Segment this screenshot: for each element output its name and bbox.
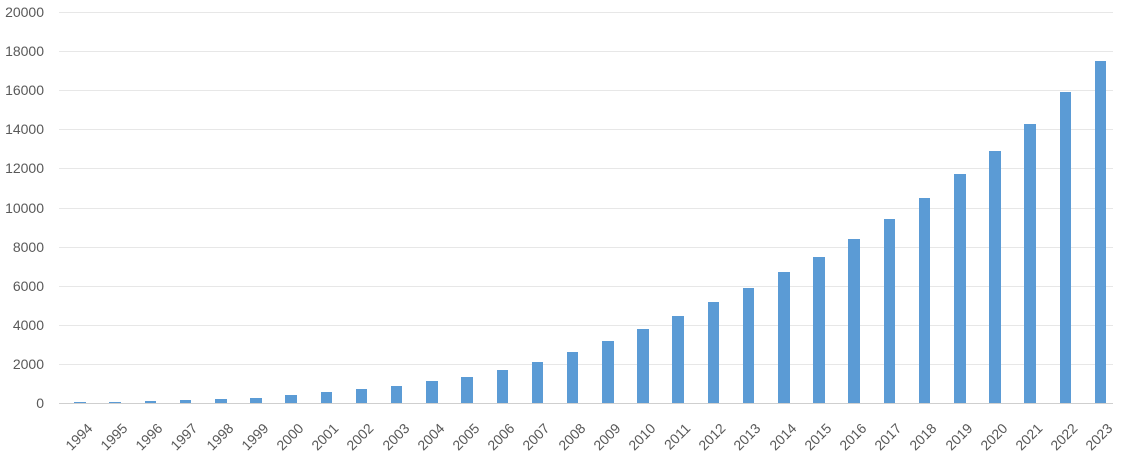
x-tick-label: 2013 — [730, 420, 764, 454]
y-tick-label: 16000 — [5, 82, 44, 99]
bar-1994 — [74, 402, 86, 403]
gridline — [59, 51, 1113, 53]
bar-2003 — [390, 385, 403, 403]
x-tick-label: 2016 — [836, 420, 870, 454]
x-tick-label: 2008 — [554, 420, 588, 454]
x-tick-label: 2006 — [484, 420, 518, 454]
bar-2023 — [1094, 60, 1107, 403]
x-tick-label: 2017 — [871, 420, 905, 454]
x-tick-label: 2014 — [765, 420, 800, 454]
gridline — [59, 168, 1113, 170]
y-tick-label: 8000 — [12, 238, 44, 255]
gridline — [59, 363, 1113, 365]
x-tick-label: 1996 — [132, 420, 166, 454]
bar-2012 — [707, 302, 720, 403]
bar-2018 — [918, 198, 931, 403]
gridline — [59, 207, 1113, 209]
x-tick-label: 2011 — [660, 420, 694, 453]
bar-2005 — [461, 376, 473, 403]
bar-2006 — [496, 370, 509, 403]
gridline — [59, 285, 1113, 287]
bar-2015 — [813, 256, 825, 403]
bar-2021 — [1024, 123, 1036, 403]
y-tick-label: 12000 — [5, 160, 44, 177]
x-tick-label: 2023 — [1082, 420, 1116, 454]
bar-1995 — [109, 401, 121, 403]
bar-2022 — [1059, 92, 1072, 403]
x-tick-label: 2012 — [695, 420, 729, 454]
gridline — [59, 12, 1113, 13]
bar-1999 — [250, 397, 262, 403]
x-tick-label: 2001 — [308, 420, 342, 454]
x-tick-label: 2000 — [273, 420, 307, 454]
x-tick-label: 1997 — [167, 420, 201, 454]
x-tick-label: 2015 — [800, 420, 835, 454]
x-tick-label: 2007 — [519, 420, 553, 454]
bar-2001 — [320, 392, 333, 403]
x-tick-label: 2022 — [1047, 420, 1081, 454]
bar-1998 — [215, 398, 227, 403]
bar-2008 — [566, 352, 579, 403]
x-tick-label: 2009 — [589, 420, 624, 454]
y-tick-label: 18000 — [5, 43, 44, 60]
y-tick-label: 2000 — [12, 355, 44, 372]
bar-2000 — [285, 395, 297, 403]
x-tick-label: 2021 — [1012, 420, 1046, 454]
x-axis-line — [59, 403, 1113, 404]
bar-2011 — [672, 315, 684, 403]
bar-2004 — [426, 381, 438, 403]
gridline — [59, 324, 1113, 326]
bar-2016 — [848, 238, 860, 403]
bar-2019 — [954, 174, 966, 403]
x-tick-label: 1999 — [237, 420, 272, 454]
bar-1997 — [179, 400, 192, 403]
x-tick-label: 2003 — [378, 420, 413, 454]
gridline — [59, 90, 1113, 92]
bar-2002 — [355, 389, 368, 403]
y-tick-label: 14000 — [5, 121, 44, 138]
x-tick-label: 2002 — [343, 420, 377, 454]
y-tick-label: 4000 — [12, 316, 44, 333]
x-tick-label: 2019 — [941, 420, 976, 454]
gridline — [59, 129, 1113, 131]
bar-2007 — [531, 361, 544, 403]
x-tick-label: 2004 — [413, 420, 448, 454]
x-tick-label: 2020 — [976, 420, 1011, 454]
y-tick-label: 0 — [36, 395, 44, 411]
x-tick-label: 2010 — [625, 420, 659, 454]
bar-2010 — [637, 329, 649, 403]
x-tick-label: 1995 — [97, 420, 131, 454]
bar-2020 — [989, 150, 1001, 403]
bar-2013 — [742, 288, 755, 403]
x-tick-label: 1998 — [202, 420, 237, 454]
x-tick-label: 2005 — [449, 420, 483, 454]
bar-1996 — [144, 400, 157, 403]
bar-2014 — [778, 272, 790, 403]
y-tick-label: 20000 — [5, 4, 44, 20]
bar-2017 — [883, 219, 896, 403]
x-tick-label: 2018 — [906, 420, 940, 454]
y-tick-label: 10000 — [5, 199, 44, 216]
x-tick-label: 1994 — [61, 420, 96, 454]
bar-2009 — [602, 341, 614, 403]
gridline — [59, 246, 1113, 248]
y-tick-label: 6000 — [12, 277, 44, 294]
